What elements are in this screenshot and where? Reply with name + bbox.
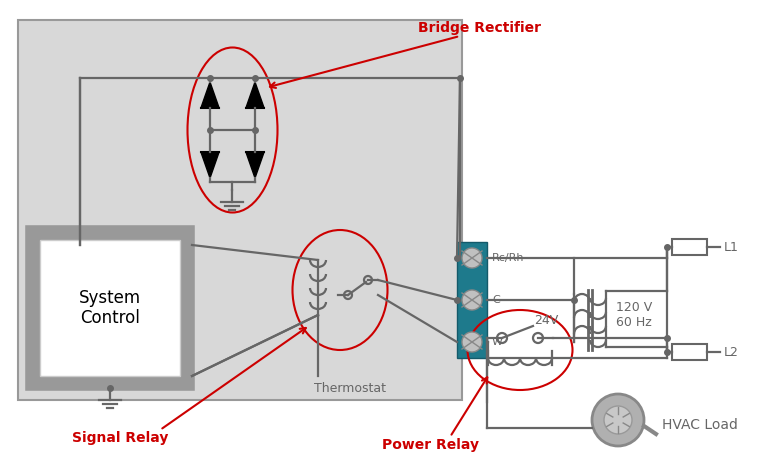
Text: Power Relay: Power Relay — [381, 438, 478, 452]
Polygon shape — [201, 152, 219, 178]
Circle shape — [604, 406, 632, 434]
Text: 24V: 24V — [534, 313, 558, 327]
Circle shape — [592, 394, 644, 446]
FancyBboxPatch shape — [672, 344, 707, 360]
Circle shape — [462, 248, 482, 268]
Polygon shape — [201, 82, 219, 108]
FancyBboxPatch shape — [28, 228, 192, 388]
Polygon shape — [246, 152, 264, 178]
FancyBboxPatch shape — [18, 20, 462, 400]
Polygon shape — [246, 82, 264, 108]
FancyBboxPatch shape — [672, 239, 707, 255]
Text: Thermostat: Thermostat — [314, 382, 386, 394]
Text: Rc/Rh: Rc/Rh — [492, 253, 525, 263]
FancyBboxPatch shape — [40, 240, 180, 376]
Text: Signal Relay: Signal Relay — [72, 431, 168, 445]
FancyBboxPatch shape — [457, 242, 487, 358]
Text: L1: L1 — [724, 241, 739, 253]
Text: C: C — [492, 295, 500, 305]
Text: System
Control: System Control — [79, 289, 141, 328]
Circle shape — [462, 290, 482, 310]
Text: Bridge Rectifier: Bridge Rectifier — [418, 21, 542, 35]
Text: L2: L2 — [724, 345, 739, 359]
Text: W: W — [492, 337, 503, 347]
Text: HVAC Load: HVAC Load — [662, 418, 738, 432]
Text: 120 V
60 Hz: 120 V 60 Hz — [616, 301, 652, 329]
Circle shape — [462, 332, 482, 352]
